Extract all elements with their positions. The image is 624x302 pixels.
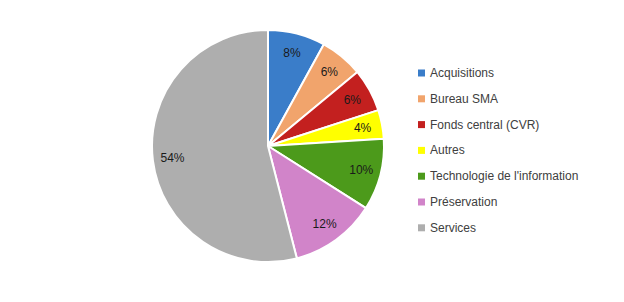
- data-label: 10%: [349, 163, 373, 177]
- legend-swatch: [418, 70, 425, 77]
- data-label: 12%: [313, 217, 337, 231]
- chart-svg: 8% 6% 6% 4% 10% 12% 54% Acquisitions Bureau SMA F…: [0, 0, 624, 302]
- legend-swatch: [418, 147, 425, 154]
- legend-label: Fonds central (CVR): [430, 118, 539, 132]
- legend-swatch: [418, 95, 425, 102]
- data-label: 6%: [321, 65, 339, 79]
- data-label: 6%: [344, 93, 362, 107]
- pie-slice: [152, 30, 297, 262]
- slices: [152, 30, 384, 262]
- legend-label: Acquisitions: [430, 66, 494, 80]
- data-label: 4%: [354, 121, 372, 135]
- legend-label: Bureau SMA: [430, 92, 498, 106]
- legend-swatch: [418, 199, 425, 206]
- legend-swatch: [418, 121, 425, 128]
- data-label: 54%: [160, 151, 184, 165]
- legend-label: Technologie de l'information: [430, 169, 578, 183]
- data-label: 8%: [283, 46, 301, 60]
- legend: Acquisitions Bureau SMA Fonds central (CVR…: [418, 66, 578, 235]
- legend-label: Préservation: [430, 195, 497, 209]
- legend-swatch: [418, 224, 425, 231]
- legend-label: Services: [430, 221, 476, 235]
- chart-container: 8% 6% 6% 4% 10% 12% 54% Acquisitions Bureau SMA F…: [0, 0, 624, 302]
- data-labels: 8% 6% 6% 4% 10% 12% 54%: [160, 46, 373, 231]
- legend-swatch: [418, 173, 425, 180]
- legend-label: Autres: [430, 143, 465, 157]
